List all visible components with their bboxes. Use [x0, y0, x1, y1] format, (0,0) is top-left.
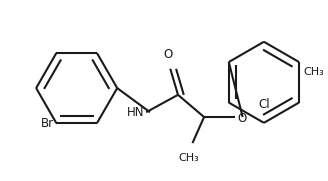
Text: Cl: Cl [258, 98, 270, 111]
Text: O: O [164, 48, 173, 61]
Text: O: O [238, 112, 247, 125]
Text: CH₃: CH₃ [304, 67, 325, 77]
Text: Br: Br [40, 117, 53, 130]
Text: HN: HN [127, 106, 144, 119]
Text: CH₃: CH₃ [178, 153, 199, 163]
